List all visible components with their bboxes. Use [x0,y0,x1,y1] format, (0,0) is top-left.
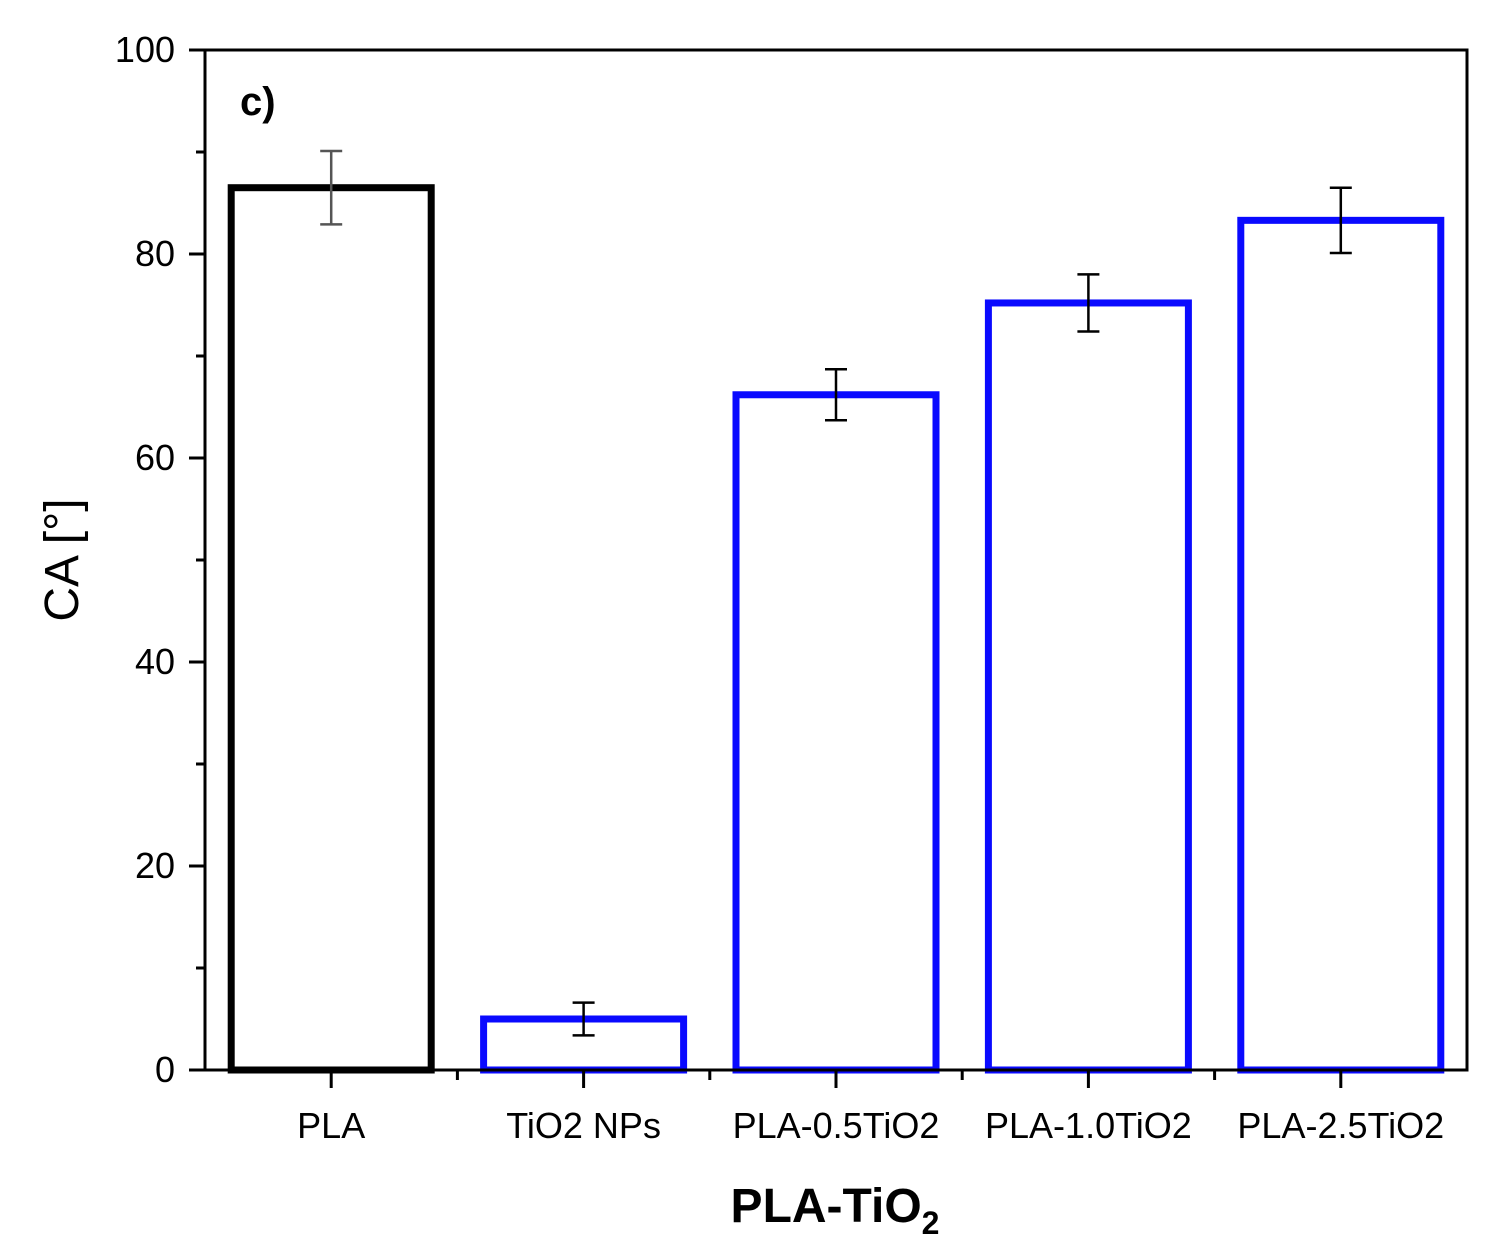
y-axis-title: CA [°] [36,498,89,621]
y-tick-label: 40 [135,641,175,682]
error-bar [825,368,847,422]
panel-label: c) [240,80,276,124]
y-tick-label: 0 [155,1049,175,1090]
x-axis-title-main: PLA-TiO [731,1180,922,1233]
y-tick-label: 60 [135,437,175,478]
x-tick-label: TiO2 NPs [506,1105,661,1146]
y-axis: 0 20 40 60 80 100 [115,29,205,1090]
y-tick-label: 80 [135,233,175,274]
y-tick-label: 100 [115,29,175,70]
error-bar [1329,186,1352,255]
x-tick-label: PLA-0.5TiO2 [733,1105,940,1146]
x-axis: PLA TiO2 NPs PLA-0.5TiO2 PLA-1.0TiO2 PLA-2.5… [297,1070,1444,1146]
x-tick-label: PLA [297,1105,365,1146]
error-bars-layer [320,149,1352,1037]
error-bar [320,149,343,226]
x-axis-title: PLA-TiO2 [731,1180,940,1241]
error-bar [572,1001,595,1037]
y-tick-label: 20 [135,845,175,886]
x-tick-label: PLA-1.0TiO2 [985,1105,1192,1146]
error-bar [1077,273,1100,333]
x-axis-title-subscript: 2 [922,1205,940,1241]
x-tick-label: PLA-2.5TiO2 [1237,1105,1444,1146]
